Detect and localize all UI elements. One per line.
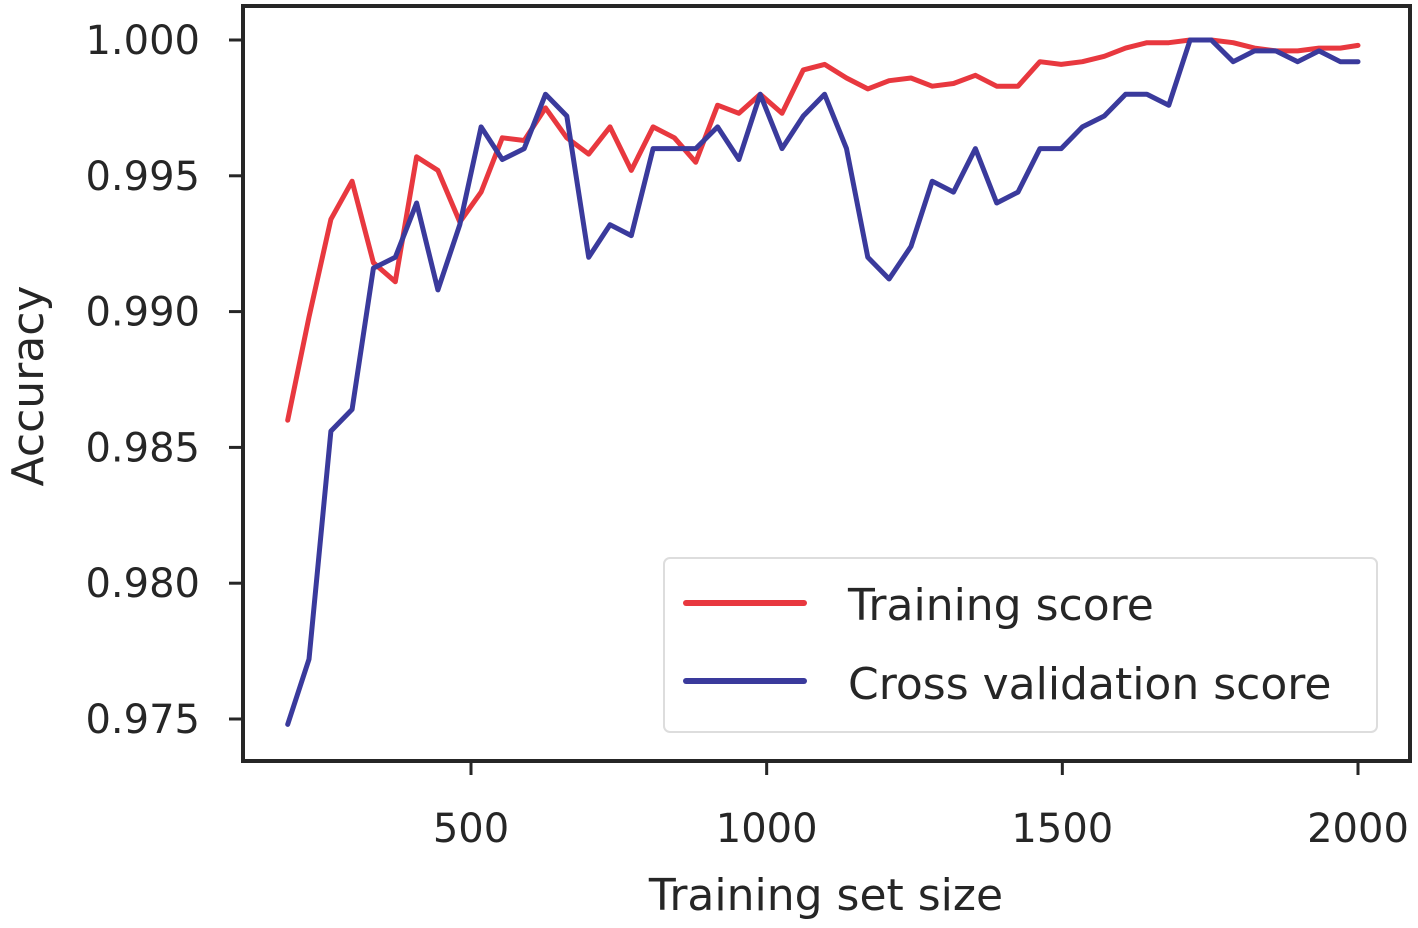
y-tick-label: 0.980: [85, 561, 200, 607]
series-line-1: [285, 37, 1361, 727]
y-axis-title: Accuracy: [3, 286, 54, 487]
y-axis-ticks: 0.975 0.980 0.985 0.990 0.995 1.000: [85, 18, 243, 743]
x-axis-ticks: 500 1000 1500 2000: [433, 761, 1409, 852]
plot-lines: [285, 37, 1361, 727]
y-tick-label: 0.990: [85, 290, 200, 336]
x-tick-label: 500: [433, 806, 509, 852]
x-tick-label: 1500: [1011, 806, 1113, 852]
y-tick-label: 0.985: [85, 425, 200, 471]
x-tick-label: 2000: [1307, 806, 1409, 852]
series-line-0: [285, 37, 1361, 423]
x-axis-title: Training set size: [648, 870, 1003, 921]
plot-frame: [241, 4, 1412, 763]
legend-label-training-score: Training score: [847, 580, 1154, 631]
y-tick-label: 1.000: [85, 18, 200, 64]
x-tick-label: 1000: [716, 806, 818, 852]
y-tick-label: 0.975: [85, 697, 200, 743]
legend-box: [663, 557, 1378, 733]
legend: Training score Cross validation score: [663, 557, 1378, 733]
y-tick-label: 0.995: [85, 154, 200, 200]
legend-label-cross-validation-score: Cross validation score: [848, 659, 1331, 710]
